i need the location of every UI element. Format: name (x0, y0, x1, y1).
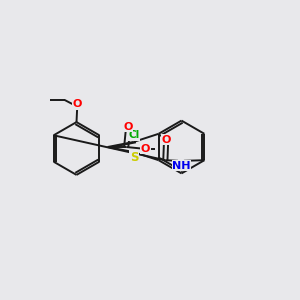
Text: O: O (141, 143, 150, 154)
Text: O: O (72, 99, 82, 110)
Text: O: O (72, 99, 82, 110)
Text: O: O (123, 122, 132, 132)
Text: O: O (161, 135, 171, 145)
Text: S: S (130, 151, 138, 164)
Text: O: O (141, 143, 150, 154)
Text: NH: NH (172, 161, 191, 171)
Text: NH: NH (172, 161, 191, 171)
Text: Cl: Cl (128, 130, 140, 140)
Text: S: S (130, 151, 138, 164)
Text: O: O (123, 122, 132, 132)
Text: Cl: Cl (128, 130, 140, 140)
Text: O: O (161, 135, 171, 145)
